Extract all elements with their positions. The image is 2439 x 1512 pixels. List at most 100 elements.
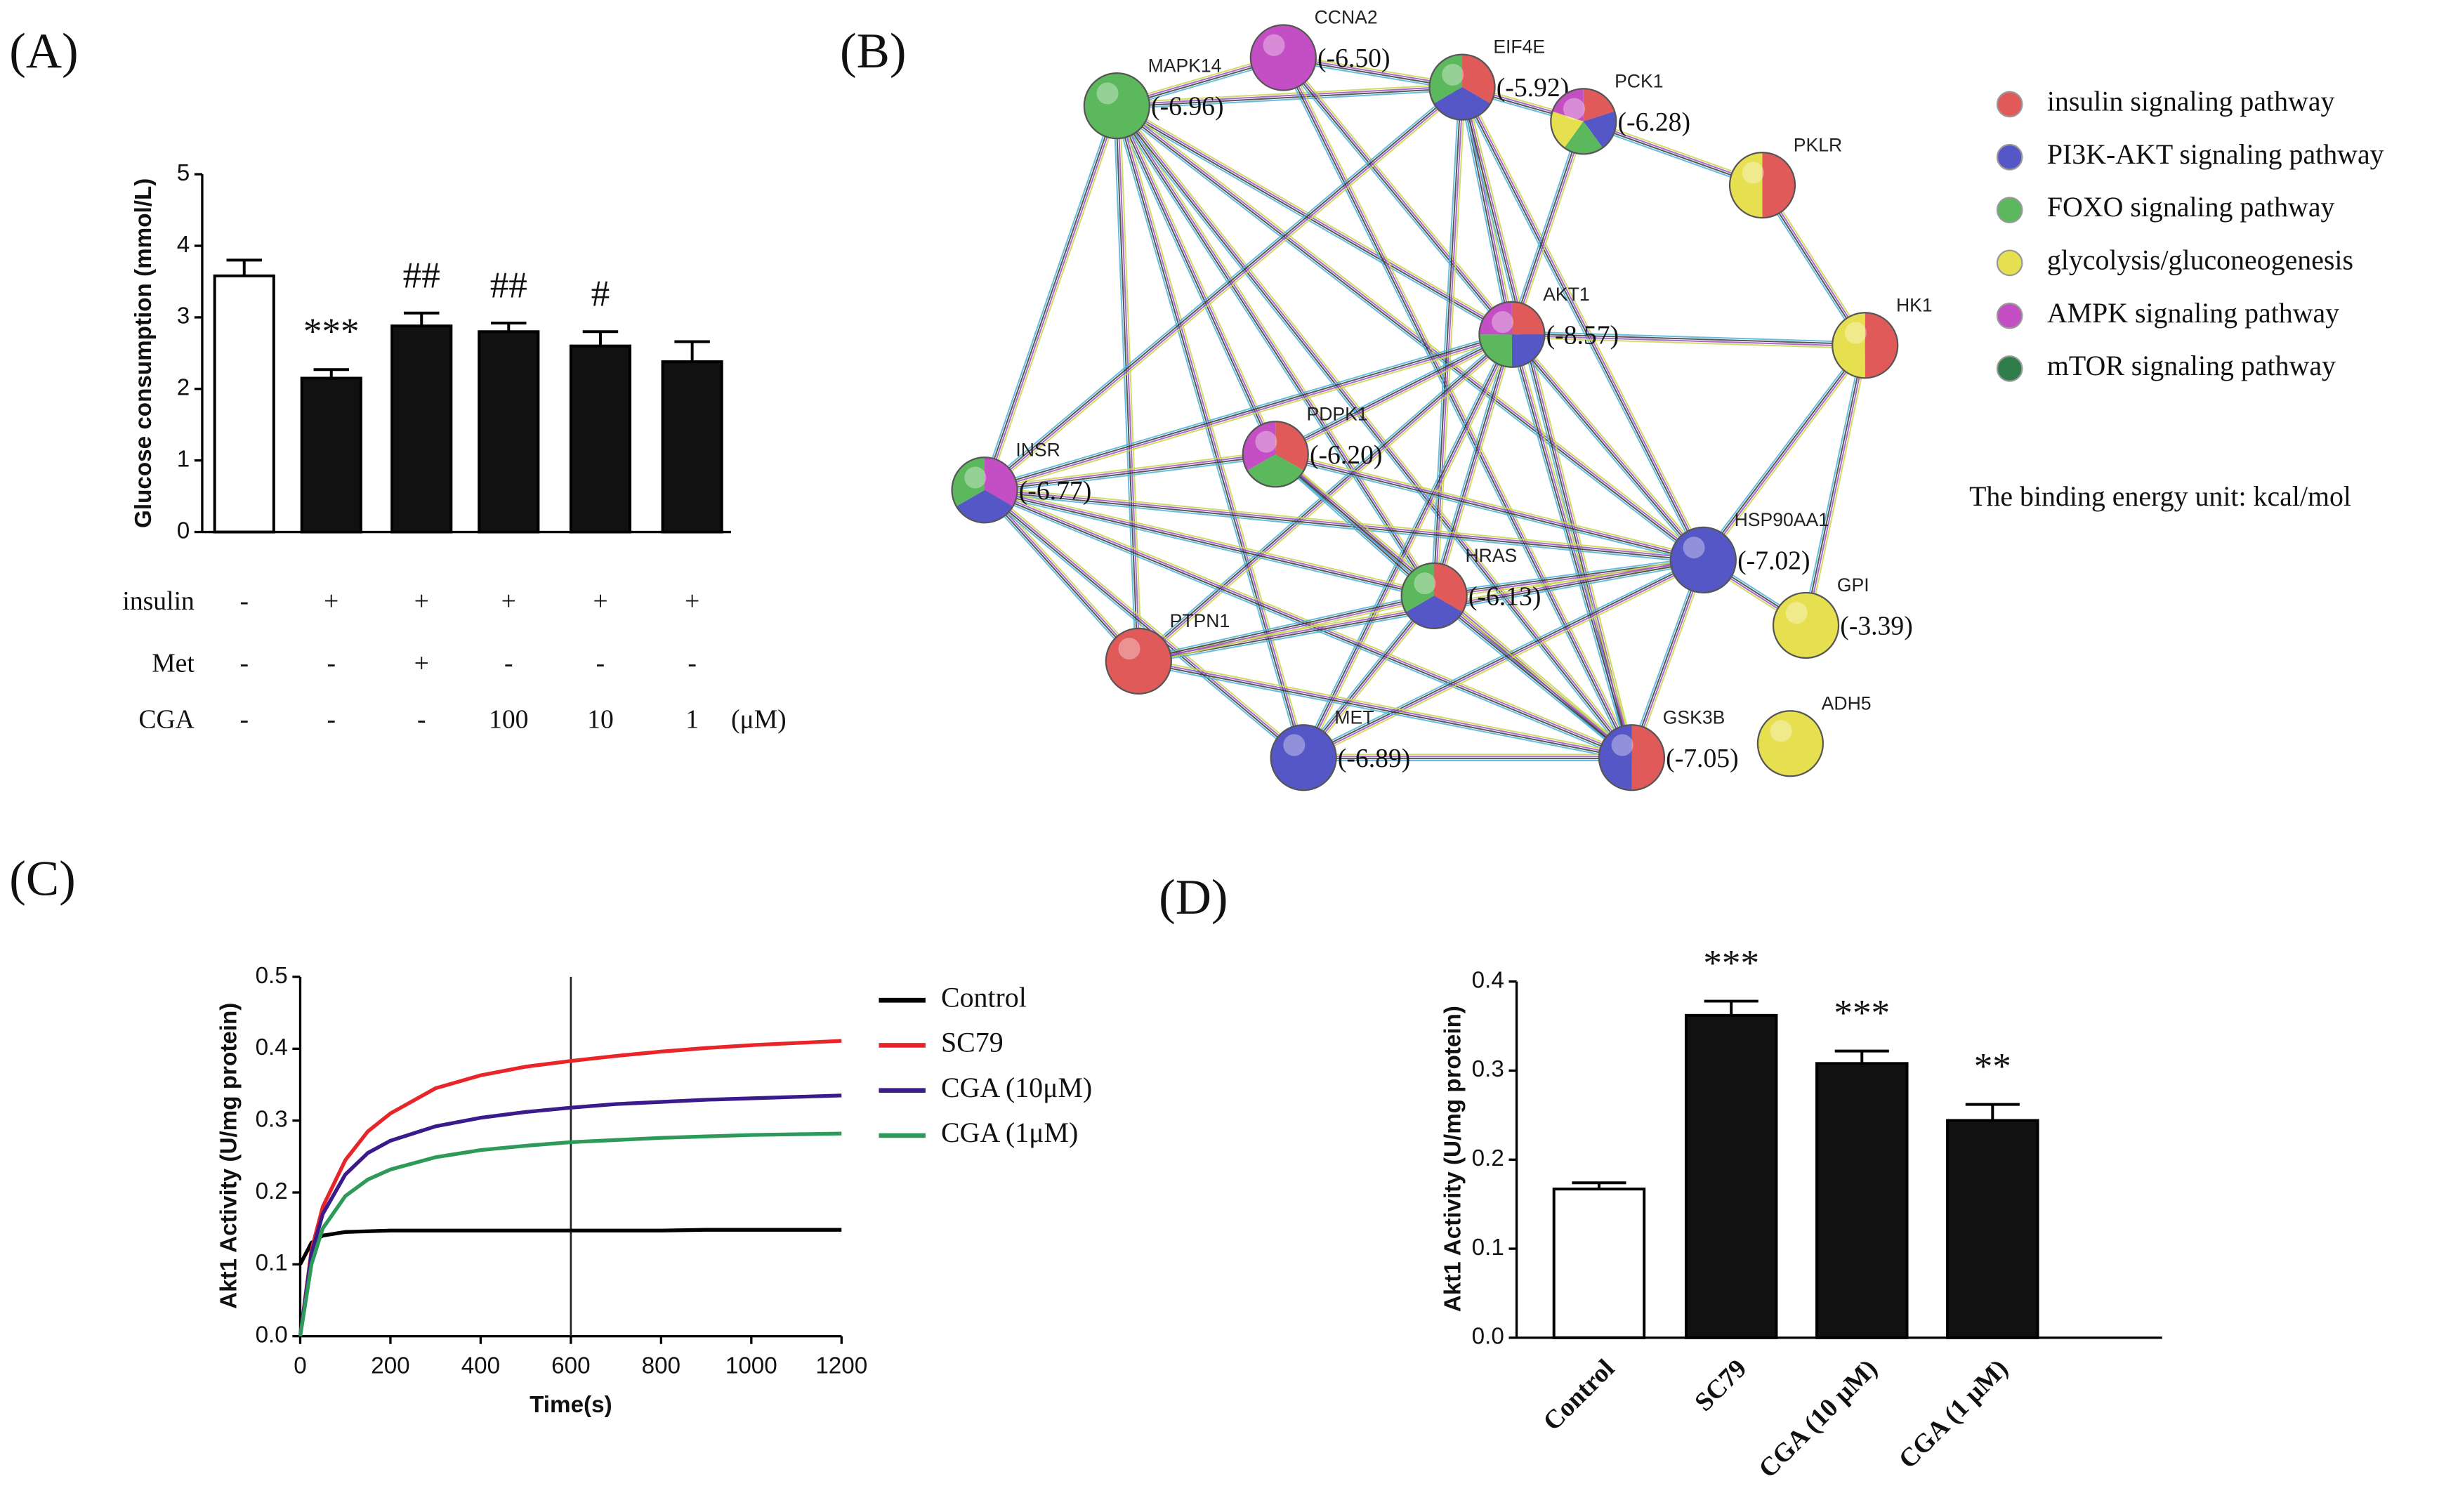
network-edge xyxy=(1117,105,1140,662)
network-edge xyxy=(1508,335,1630,759)
node-outline xyxy=(1669,526,1737,594)
network-node xyxy=(1105,627,1172,695)
network-edge xyxy=(1280,59,1511,337)
network-edge xyxy=(1116,106,1512,336)
network-edge xyxy=(1508,120,1582,334)
node-energy: (-6.89) xyxy=(1338,744,1410,773)
node-label: HK1 xyxy=(1896,294,1933,315)
legend-label: CGA (10μM) xyxy=(941,1072,1092,1103)
network-edge xyxy=(1306,335,1516,760)
network-edge xyxy=(1633,560,1707,759)
node-outline xyxy=(1598,724,1666,791)
panel-label: (B) xyxy=(840,24,906,79)
node-label: ADH5 xyxy=(1822,692,1872,714)
panel-label: (C) xyxy=(9,851,75,906)
node-fill xyxy=(1670,527,1736,593)
network-node xyxy=(1832,312,1899,379)
network-edge xyxy=(1458,87,1510,336)
bar xyxy=(661,360,723,534)
network-edge xyxy=(1113,107,1274,456)
network-node xyxy=(1756,710,1824,777)
node-label: AKT1 xyxy=(1543,284,1589,305)
bar xyxy=(1684,1013,1778,1339)
legend-label: mTOR signaling pathway xyxy=(2047,350,2336,381)
network-edge xyxy=(1285,55,1636,757)
node-label: EIF4E xyxy=(1493,37,1545,58)
node-slice xyxy=(1583,111,1617,148)
note: The binding energy unit: kcal/mol xyxy=(1969,480,2351,512)
network-edge xyxy=(1282,58,1632,758)
panel-label: (A) xyxy=(9,24,78,79)
node-slice xyxy=(1405,596,1463,629)
network-edge xyxy=(1115,105,1138,662)
network-edge xyxy=(987,106,1121,492)
network-edge xyxy=(1119,105,1308,757)
node-energy: (-6.28) xyxy=(1618,107,1690,137)
network-edges xyxy=(981,53,1869,762)
significance: *** xyxy=(1834,993,1890,1034)
network-edge xyxy=(983,490,1138,663)
node-highlight xyxy=(1844,322,1867,344)
node-outline xyxy=(951,456,1018,524)
y-axis-label: Akt1 Activity (U/mg protein) xyxy=(216,1003,242,1309)
network-edge xyxy=(985,87,1464,492)
network-edge xyxy=(1119,105,1143,662)
significance: # xyxy=(591,274,610,315)
node-highlight xyxy=(964,466,987,489)
node-energy: (-6.13) xyxy=(1468,581,1541,611)
network-edge xyxy=(1303,558,1704,758)
network-edge xyxy=(985,454,1276,492)
network-edge xyxy=(1436,335,1516,597)
network-edge xyxy=(1113,107,1433,598)
network-edge xyxy=(1300,593,1433,756)
network-edge xyxy=(985,488,1305,758)
condition-cell: + xyxy=(414,649,429,678)
network-node xyxy=(1249,24,1317,91)
network-edge xyxy=(1115,107,1702,563)
x-axis-label: Time(s) xyxy=(530,1392,612,1418)
network-edge xyxy=(1275,333,1512,454)
x-tick-label: 200 xyxy=(371,1353,409,1379)
x-tick-label: 600 xyxy=(551,1353,590,1379)
network-edge xyxy=(1138,593,1435,661)
node-highlight xyxy=(1283,734,1306,756)
network-edge xyxy=(1462,86,1633,758)
network-edge xyxy=(985,489,1140,662)
network-edge xyxy=(986,88,1465,493)
x-tick-label: SC79 xyxy=(1689,1354,1752,1417)
node-fill xyxy=(1084,73,1150,139)
node-highlight xyxy=(1611,734,1633,756)
legend-swatch xyxy=(1996,302,2023,329)
network-edge xyxy=(1808,346,1869,626)
network-edge xyxy=(985,456,1276,494)
y-tick-label: 0 xyxy=(177,518,190,544)
network-edge xyxy=(1303,560,1704,759)
network-edge xyxy=(984,332,1512,490)
network-edge xyxy=(1113,106,1301,759)
y-axis-label: Glucose consumption (mmol/L) xyxy=(131,178,157,528)
node-slice xyxy=(1511,301,1545,335)
network-edge xyxy=(1115,105,1275,455)
network-node xyxy=(1428,53,1496,121)
network-edge xyxy=(1280,58,1630,760)
node-outline xyxy=(1756,710,1824,777)
condition-cell: + xyxy=(414,586,429,616)
significance: *** xyxy=(1703,943,1759,984)
network-edge xyxy=(1458,87,1630,759)
node-slice xyxy=(1433,87,1491,120)
network-edge xyxy=(1305,597,1438,761)
network-edge xyxy=(984,490,1704,562)
y-tick-label: 1 xyxy=(177,446,190,472)
panel-label: (D) xyxy=(1159,870,1228,925)
x-tick-label: 400 xyxy=(461,1353,500,1379)
node-slice xyxy=(1564,121,1603,155)
node-fill xyxy=(1105,628,1171,694)
condition-cell: - xyxy=(239,586,249,616)
node-highlight xyxy=(1742,162,1764,184)
network-edge xyxy=(1138,659,1632,758)
x-tick-label: 800 xyxy=(642,1353,681,1379)
network-edge xyxy=(1514,333,1636,757)
network-edge xyxy=(1464,85,1707,559)
network-edge xyxy=(1303,334,1514,758)
network-edge xyxy=(1806,345,1867,626)
